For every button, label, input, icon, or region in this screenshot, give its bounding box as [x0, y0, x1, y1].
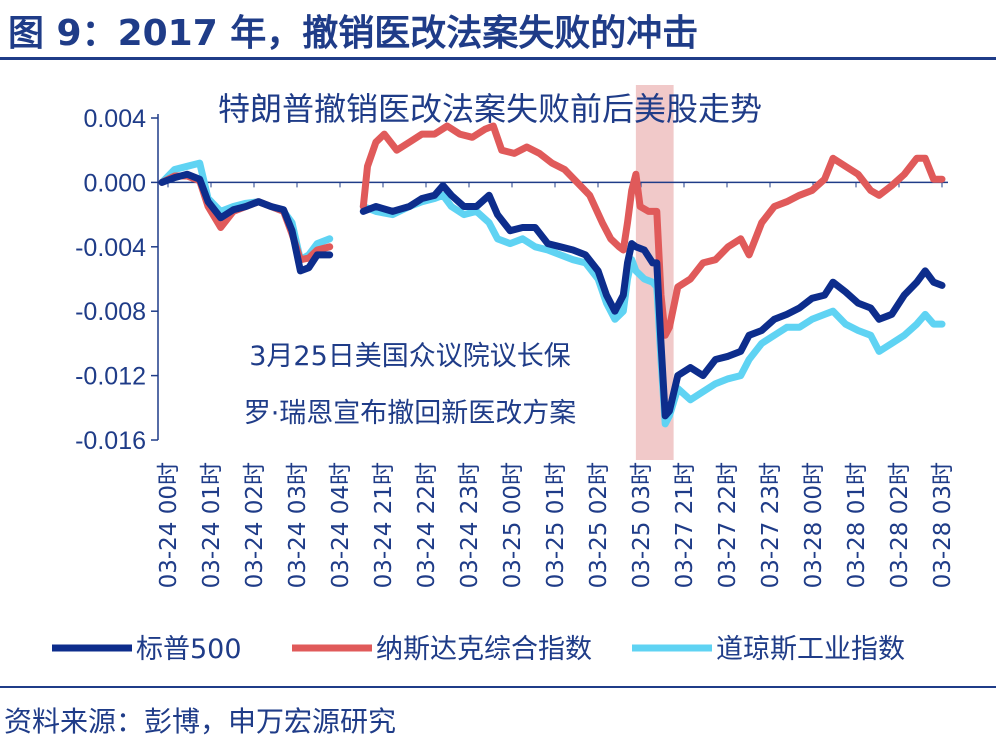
x-tick-label: 03-25 01时: [543, 462, 569, 588]
chart-title: 特朗普撤销医改法案失败前后美股走势: [218, 90, 762, 128]
figure-title: 图 9：2017 年，撤销医改法案失败的冲击: [8, 13, 699, 54]
y-tick-label: -0.004: [75, 234, 146, 262]
x-tick-label: 03-28 03时: [930, 462, 956, 588]
annotation-line-2: 罗·瑞恩宣布撤回新医改方案: [244, 398, 577, 429]
footer-divider: [0, 686, 996, 688]
x-tick-label: 03-25 00时: [500, 462, 526, 588]
x-tick-label: 03-24 03时: [285, 462, 311, 588]
y-tick-label: -0.016: [75, 427, 146, 455]
x-tick-label: 03-24 21时: [371, 462, 397, 588]
x-tick-label: 03-24 00时: [156, 462, 182, 588]
x-tick-label: 03-27 22时: [715, 462, 741, 588]
x-tick-label: 03-27 23时: [758, 462, 784, 588]
y-tick-label: -0.012: [75, 363, 146, 391]
source-note: 资料来源：彭博，申万宏源研究: [4, 705, 397, 738]
series-line-0: [158, 170, 946, 420]
y-tick-label: -0.008: [75, 298, 146, 326]
chart-area: 0.004 0.000 -0.004 -0.008 -0.012 -0.016 03-24 …: [52, 85, 956, 665]
legend-label-1: 纳斯达克综合指数: [376, 634, 592, 665]
x-tick-label: 03-25 02时: [586, 462, 612, 588]
x-tick-label: 03-24 01时: [199, 462, 225, 588]
x-tick-label: 03-28 01时: [844, 462, 870, 588]
x-tick-label: 03-27 21时: [672, 462, 698, 588]
x-tick-label: 03-24 23时: [457, 462, 483, 588]
x-tick-label: 03-28 02时: [887, 462, 913, 588]
y-tick-label: 0.000: [83, 169, 146, 197]
x-tick-label: 03-24 02时: [242, 462, 268, 588]
title-divider: [0, 57, 996, 60]
x-tick-label: 03-24 22时: [414, 462, 440, 588]
legend-label-2: 道琼斯工业指数: [716, 634, 905, 665]
x-tick-label: 03-25 03时: [629, 462, 655, 588]
series-line-1: [158, 122, 946, 339]
y-tick-label: 0.004: [83, 105, 146, 133]
legend-label-0: 标普500: [136, 634, 242, 665]
annotation-line-1: 3月25日美国众议院议长保: [249, 341, 571, 372]
x-tick-label: 03-24 04时: [328, 462, 354, 588]
x-tick-label: 03-28 00时: [801, 462, 827, 588]
